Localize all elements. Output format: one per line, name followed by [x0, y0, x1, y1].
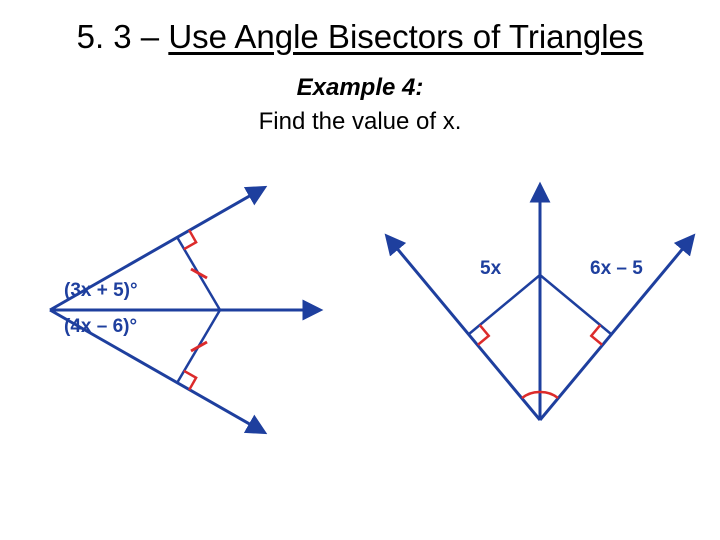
- figure-left-svg: [30, 180, 330, 440]
- expr-bot-left: (4x – 6)°: [64, 316, 137, 338]
- expr-right-right: 6x – 5: [590, 258, 643, 280]
- title-underlined: Use Angle Bisectors of Triangles: [168, 18, 643, 55]
- prompt-text: Find the value of x.: [0, 108, 720, 136]
- figure-right: 5x 6x – 5: [380, 180, 700, 440]
- figure-right-svg: [380, 180, 700, 440]
- figure-left: (3x + 5)° (4x – 6)°: [30, 180, 330, 440]
- page: 5. 3 – Use Angle Bisectors of Triangles …: [0, 0, 720, 540]
- example-label: Example 4:: [0, 74, 720, 102]
- expr-top-left: (3x + 5)°: [64, 280, 138, 302]
- page-title: 5. 3 – Use Angle Bisectors of Triangles: [10, 18, 710, 56]
- figures-area: (3x + 5)° (4x – 6)°: [0, 170, 720, 530]
- title-prefix: 5. 3 –: [77, 18, 169, 55]
- expr-left-right: 5x: [480, 258, 501, 280]
